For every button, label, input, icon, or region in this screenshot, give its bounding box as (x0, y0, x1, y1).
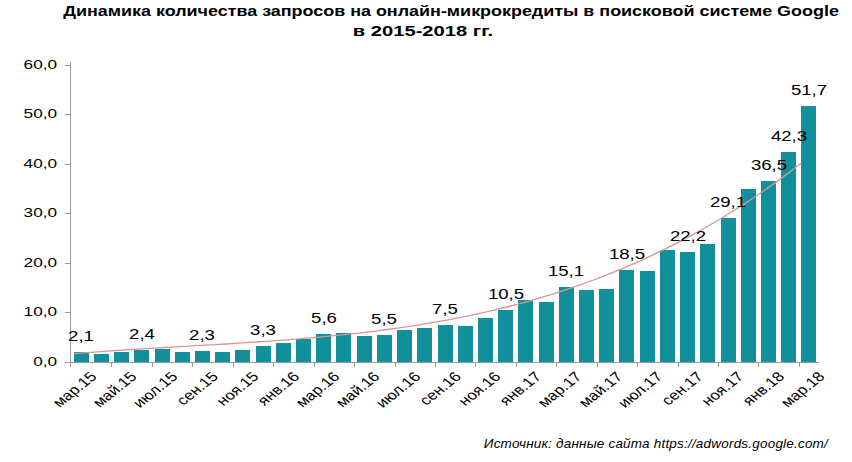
data-label-мар.18: 51,7 (791, 82, 827, 98)
data-label-ноя.17: 29,1 (710, 194, 746, 210)
data-label-мар.15: 2,1 (68, 328, 94, 344)
data-label-мар.16: 5,6 (311, 310, 337, 326)
data-label-июн.15: 2,4 (129, 326, 155, 342)
data-label-мар.17: 15,1 (548, 263, 584, 279)
data-label-июн.16: 5,5 (371, 311, 397, 327)
data-label-июн.17: 18,5 (609, 246, 645, 262)
data-label-сен.17: 22,2 (669, 228, 705, 244)
data-label-сен.16: 7,5 (432, 301, 458, 317)
trendline (74, 163, 802, 354)
trendline-svg (0, 0, 852, 462)
data-label-фев.18: 42,3 (771, 128, 807, 144)
data-label-сен.15: 2,3 (189, 327, 215, 343)
data-label-янв.18: 36,5 (750, 157, 786, 173)
data-label-дек.15: 3,3 (250, 322, 276, 338)
chart-root: Динамика количества запросов на онлайн-м… (0, 0, 852, 462)
data-label-дек.16: 10,5 (487, 286, 523, 302)
